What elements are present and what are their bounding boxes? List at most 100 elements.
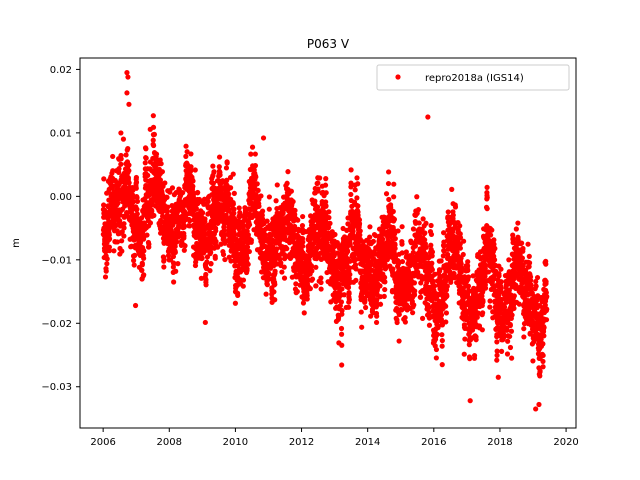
data-point: [390, 266, 396, 272]
data-point: [543, 317, 550, 323]
data-point: [231, 210, 237, 216]
data-point: [390, 208, 396, 215]
data-point: [180, 190, 186, 196]
data-point: [248, 237, 254, 243]
data-point: [498, 286, 504, 292]
data-point: [203, 282, 209, 288]
data-point: [396, 311, 402, 318]
data-point: [271, 289, 277, 295]
data-point: [274, 246, 280, 252]
data-point: [190, 183, 196, 189]
data-point: [433, 346, 440, 353]
data-point: [382, 279, 388, 285]
x-tick-label: 2020: [553, 437, 578, 448]
data-point: [507, 322, 513, 329]
data-point: [318, 275, 324, 281]
data-point: [323, 190, 329, 196]
data-point: [272, 297, 278, 303]
data-point: [125, 145, 131, 152]
x-tick-label: 2006: [90, 437, 115, 448]
data-point: [254, 181, 260, 187]
data-point: [150, 137, 156, 143]
data-point: [273, 198, 279, 204]
data-point: [479, 327, 485, 333]
data-point: [308, 263, 315, 269]
data-point: [150, 124, 157, 130]
data-point: [119, 238, 125, 244]
data-point: [160, 192, 166, 198]
data-point: [480, 299, 486, 305]
data-point: [521, 326, 527, 332]
data-point: [367, 234, 373, 240]
data-point: [133, 185, 139, 191]
data-point: [294, 288, 300, 295]
data-point: [266, 194, 272, 200]
data-point: [203, 277, 209, 283]
data-point: [106, 244, 112, 250]
data-point: [205, 198, 211, 205]
data-point: [263, 291, 269, 297]
data-point: [345, 284, 352, 291]
data-point: [309, 276, 316, 282]
chart-title: P063 V: [307, 37, 350, 51]
data-point: [161, 264, 167, 270]
data-point: [213, 238, 219, 245]
data-point: [164, 208, 170, 215]
data-point: [217, 172, 223, 178]
data-point: [104, 256, 110, 262]
data-point: [119, 229, 125, 235]
data-point: [110, 153, 116, 160]
data-point: [193, 259, 199, 265]
data-point: [289, 274, 295, 280]
data-point: [264, 218, 270, 224]
data-point: [240, 222, 246, 229]
data-point: [202, 319, 208, 326]
data-point: [533, 406, 539, 412]
data-point: [385, 180, 392, 187]
data-point: [313, 283, 319, 289]
data-point: [354, 175, 360, 181]
data-point: [244, 244, 251, 250]
data-point: [544, 306, 550, 312]
data-point: [511, 305, 517, 311]
data-point: [327, 220, 333, 226]
data-point: [141, 255, 147, 261]
data-point: [465, 274, 472, 280]
data-point: [208, 261, 214, 267]
data-point: [494, 348, 500, 354]
data-point: [123, 152, 129, 158]
data-point: [142, 160, 148, 166]
data-point: [313, 264, 319, 270]
data-point: [354, 195, 360, 201]
data-point: [146, 241, 152, 247]
data-point: [438, 258, 444, 264]
data-point: [432, 283, 438, 289]
data-point: [438, 312, 445, 318]
data-point: [121, 233, 127, 239]
data-point: [264, 282, 270, 288]
data-point: [143, 146, 149, 152]
data-point: [461, 238, 467, 244]
data-point: [429, 249, 436, 255]
data-point: [224, 160, 230, 166]
data-point: [411, 302, 417, 308]
data-point: [101, 202, 107, 208]
data-point: [377, 301, 384, 307]
data-point: [295, 217, 301, 223]
data-point: [134, 206, 140, 212]
data-point: [359, 324, 365, 330]
data-point: [487, 304, 493, 310]
data-point: [536, 401, 542, 408]
data-point: [526, 260, 533, 266]
legend: repro2018a (IGS14): [376, 64, 570, 91]
data-point: [367, 224, 373, 230]
data-point: [428, 231, 435, 238]
data-point: [235, 292, 241, 298]
data-point: [222, 256, 228, 263]
data-point: [339, 307, 345, 314]
data-point: [519, 240, 525, 246]
data-point: [162, 180, 168, 186]
data-point: [498, 266, 504, 272]
x-tick-label: 2012: [289, 437, 314, 448]
data-point: [228, 258, 234, 264]
